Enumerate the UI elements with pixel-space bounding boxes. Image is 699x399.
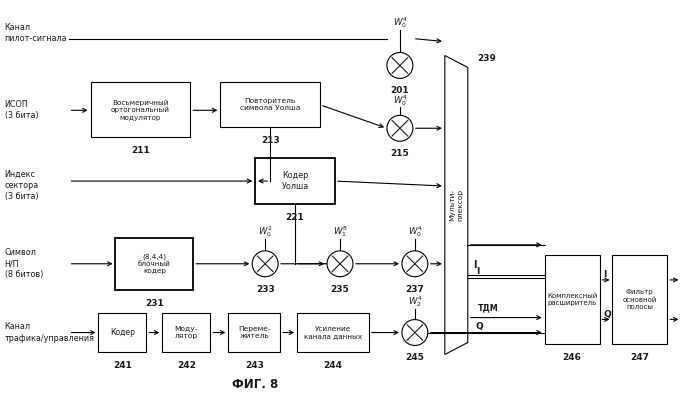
Text: Q: Q [476, 322, 484, 331]
Bar [162, 312, 210, 352]
Text: Кодер
Уолша: Кодер Уолша [282, 171, 309, 191]
Text: Мульти-
плексор: Мульти- плексор [449, 189, 463, 221]
Text: $W_{1}^{8}$: $W_{1}^{8}$ [333, 224, 347, 239]
Text: $W_{0}^{4}$: $W_{0}^{4}$ [393, 15, 408, 30]
Text: 243: 243 [245, 361, 264, 370]
Text: 247: 247 [630, 354, 649, 362]
Circle shape [402, 320, 428, 346]
Text: $W_{2}^{4}$: $W_{2}^{4}$ [408, 294, 422, 309]
Text: I: I [476, 267, 479, 276]
Circle shape [387, 115, 413, 141]
Text: 241: 241 [113, 361, 132, 370]
Text: $W_{0}^{2}$: $W_{0}^{2}$ [258, 224, 273, 239]
Text: Моду-
лятор: Моду- лятор [175, 326, 198, 339]
Circle shape [387, 53, 413, 79]
Text: $W_{0}^{4}$: $W_{0}^{4}$ [408, 224, 422, 239]
Text: Кодер: Кодер [110, 328, 135, 337]
Text: Символ
Н/П
(8 битов): Символ Н/П (8 битов) [5, 248, 43, 279]
Bar [255, 158, 335, 204]
Bar [90, 83, 190, 137]
Text: 245: 245 [405, 354, 424, 362]
Bar [229, 312, 280, 352]
Text: 211: 211 [131, 146, 150, 155]
Text: 235: 235 [331, 285, 350, 294]
Text: 215: 215 [391, 149, 410, 158]
Text: 237: 237 [405, 285, 424, 294]
Text: ТДМ: ТДМ [477, 303, 498, 312]
Text: Канал
трафика/управления: Канал трафика/управления [5, 322, 94, 343]
Text: 242: 242 [177, 361, 196, 370]
Text: Комплексный
расширитель: Комплексный расширитель [547, 293, 597, 306]
Bar [297, 312, 369, 352]
Text: $W_{0}^{4}$: $W_{0}^{4}$ [393, 93, 408, 108]
Circle shape [327, 251, 353, 277]
Text: Переме-
житель: Переме- житель [238, 326, 271, 339]
Text: (8,4,4)
блочный
кодер: (8,4,4) блочный кодер [138, 253, 171, 274]
Text: 231: 231 [145, 299, 164, 308]
Bar [612, 255, 668, 344]
Text: 239: 239 [477, 54, 496, 63]
Circle shape [402, 251, 428, 277]
Polygon shape [445, 55, 468, 354]
Text: Восьмеричный
ортогональный
модулятор: Восьмеричный ортогональный модулятор [111, 99, 170, 120]
Text: Индекс
сектора
(3 бита): Индекс сектора (3 бита) [5, 170, 39, 201]
Text: 213: 213 [261, 136, 280, 145]
Bar [545, 255, 600, 344]
Circle shape [252, 251, 278, 277]
Text: I: I [473, 260, 476, 270]
Text: 233: 233 [256, 285, 275, 294]
Text: 201: 201 [391, 87, 409, 95]
Text: Канал
пилот-сигнала: Канал пилот-сигнала [5, 22, 67, 43]
Bar [115, 238, 194, 290]
Text: I: I [603, 271, 607, 279]
Text: 221: 221 [286, 213, 305, 222]
Text: Усиление
канала данных: Усиление канала данных [304, 326, 362, 339]
Text: 246: 246 [563, 354, 582, 362]
Bar [220, 83, 320, 127]
Text: 244: 244 [324, 361, 343, 370]
Text: Фильтр
основной
полосы: Фильтр основной полосы [623, 289, 657, 310]
Text: Q: Q [603, 310, 611, 319]
Text: Повторитель
символа Уолша: Повторитель символа Уолша [240, 98, 301, 111]
Bar [99, 312, 146, 352]
Text: ИСОП
(3 бита): ИСОП (3 бита) [5, 100, 38, 120]
Text: ФИГ. 8: ФИГ. 8 [232, 378, 278, 391]
